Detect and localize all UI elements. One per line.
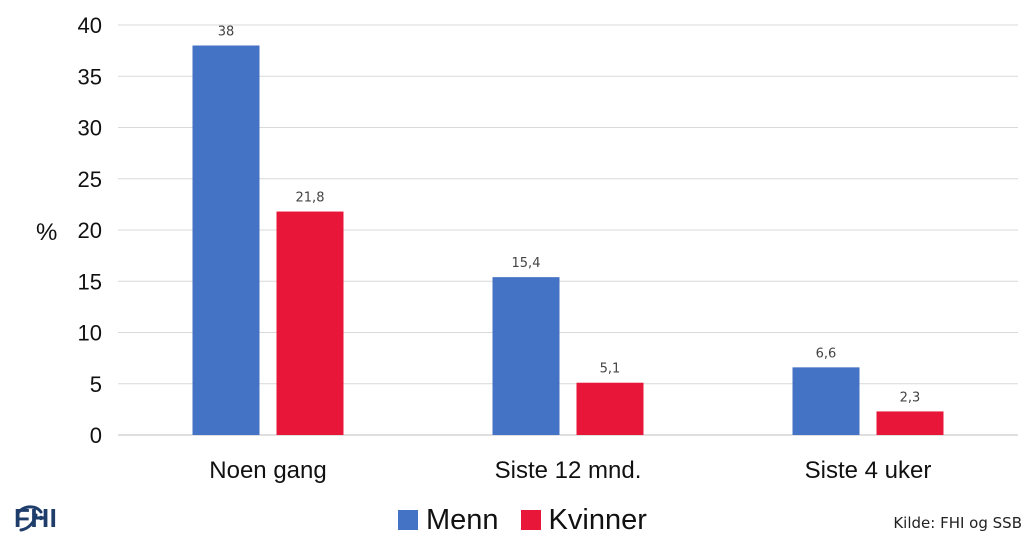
y-tick-label: 5 [90, 372, 102, 397]
fhi-logo: FHI [14, 503, 57, 534]
gridlines [118, 24, 1018, 436]
legend-swatch-kvinner [520, 510, 541, 530]
bar-menn-3 [792, 367, 860, 435]
data-label: 21,8 [296, 191, 325, 206]
fhi-logo-icon [16, 505, 44, 532]
y-tick-label: 25 [78, 167, 102, 192]
bar-menn-1 [192, 45, 260, 435]
data-labels: 38 21,8 15,4 5,1 6,6 2,3 [218, 25, 921, 406]
data-label: 38 [218, 25, 235, 40]
bars [192, 45, 944, 435]
y-tick-label: 0 [90, 423, 102, 448]
bar-kvinner-2 [576, 382, 644, 435]
y-tick-label: 20 [78, 218, 102, 243]
bar-kvinner-1 [276, 211, 344, 435]
y-axis-ticks: 0 5 10 15 20 25 30 35 40 [78, 13, 102, 448]
bar-menn-2 [492, 277, 560, 435]
data-label: 6,6 [816, 346, 837, 361]
bar-kvinner-3 [876, 411, 944, 435]
x-axis-categories: Noen gang Siste 12 mnd. Siste 4 uker [209, 457, 931, 484]
x-category-label: Noen gang [209, 457, 326, 484]
bar-chart: 0 5 10 15 20 25 30 35 40 38 21,8 15,4 5,1 6,6 2,3 Noe… [36, 13, 1018, 484]
y-tick-label: 30 [78, 116, 102, 141]
data-label: 5,1 [600, 362, 621, 377]
y-tick-label: 35 [78, 64, 102, 89]
legend-swatch-menn [398, 510, 418, 530]
y-tick-label: 40 [78, 13, 102, 38]
x-category-label: Siste 4 uker [805, 457, 932, 484]
y-tick-label: 15 [78, 269, 102, 294]
y-tick-label: 10 [78, 321, 102, 346]
legend-item-kvinner: Kvinner [520, 503, 647, 537]
source-note: Kilde: FHI og SSB [893, 514, 1022, 532]
data-label: 15,4 [512, 256, 541, 271]
x-category-label: Siste 12 mnd. [495, 457, 642, 484]
data-label: 2,3 [900, 390, 921, 405]
legend-item-menn: Menn [398, 504, 499, 537]
y-axis-label: % [36, 219, 57, 246]
legend: Menn Kvinner [398, 500, 647, 540]
legend-label-menn: Menn [426, 503, 499, 536]
legend-label-kvinner: Kvinner [548, 503, 647, 536]
